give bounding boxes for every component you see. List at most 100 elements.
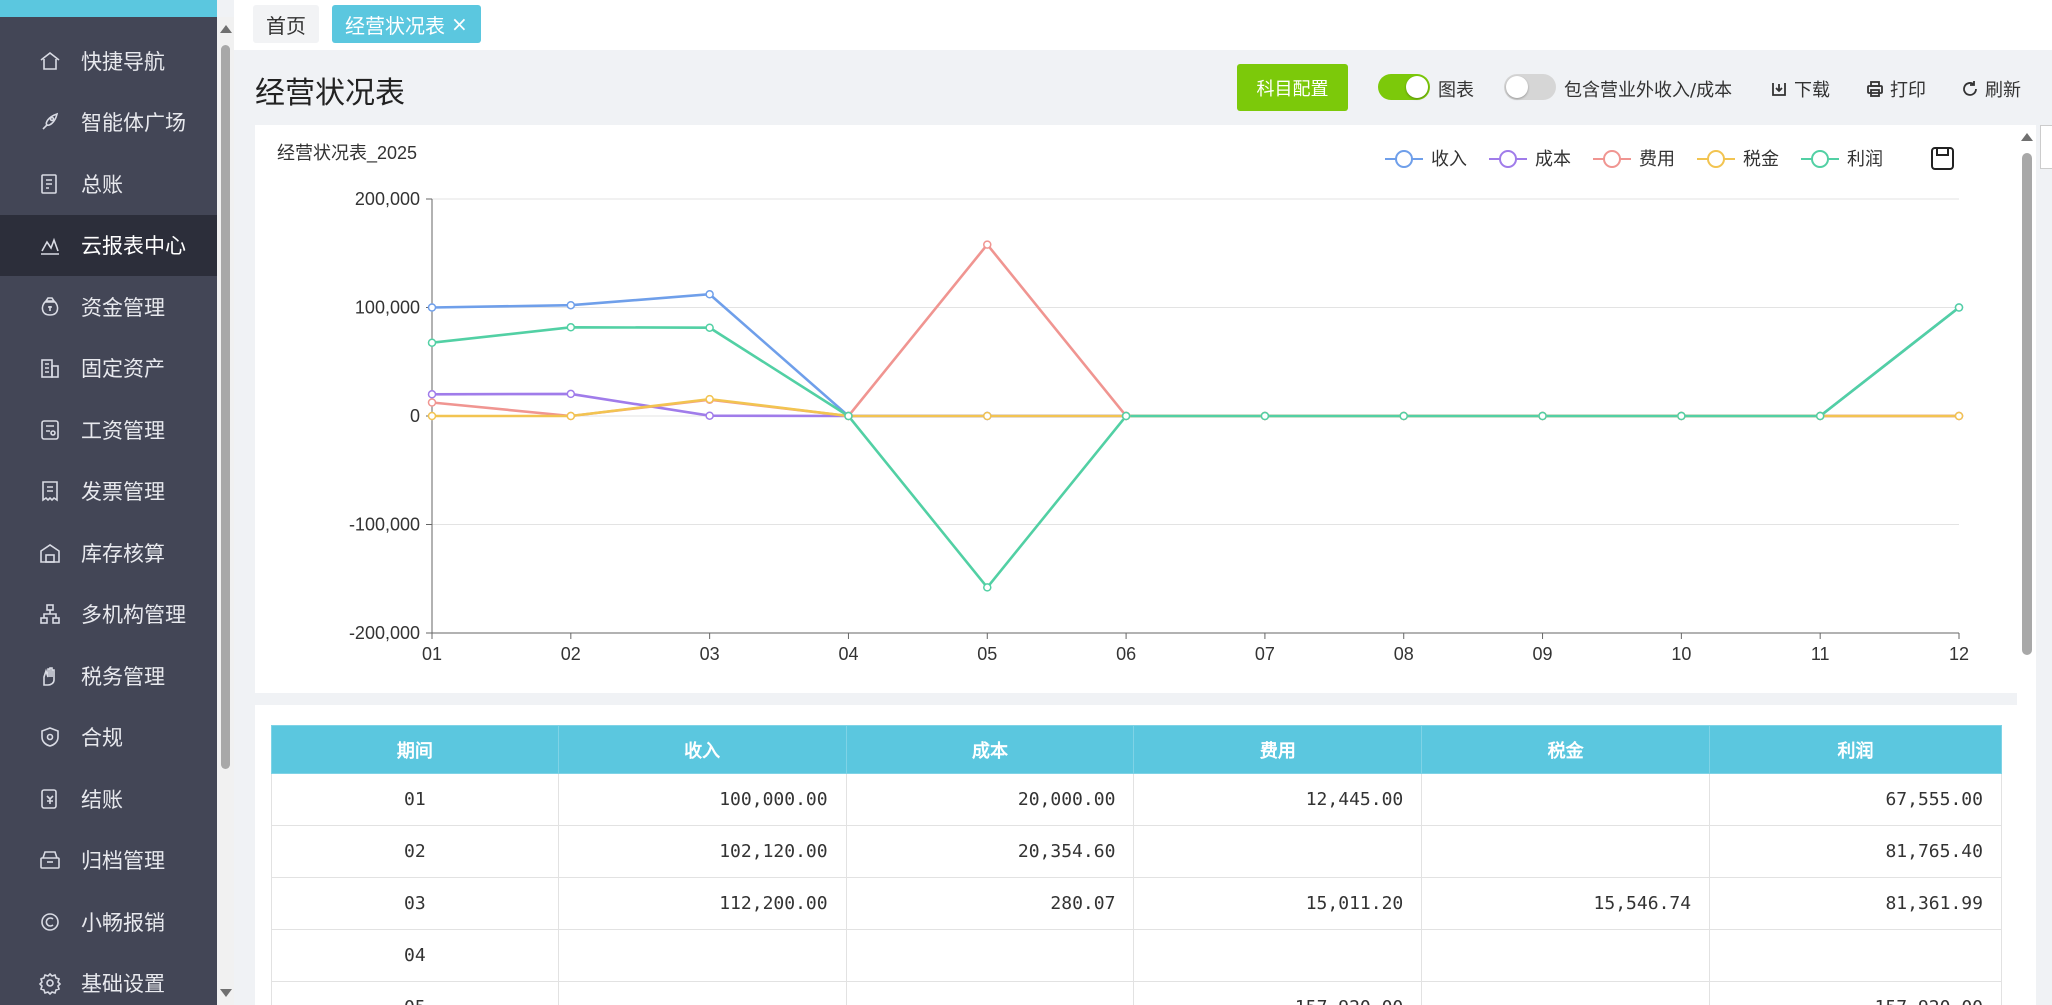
sidebar-item[interactable]: 基础设置 [0, 953, 217, 1005]
data-point [705, 394, 714, 404]
sidebar-item[interactable]: 资金管理 [0, 276, 217, 338]
table-row[interactable]: 04 [271, 929, 2002, 982]
table-cell: 67,555.00 [1709, 773, 2002, 826]
sidebar-item[interactable]: 智能体广场 [0, 92, 217, 154]
sidebar-item[interactable]: 云报表中心 [0, 214, 217, 276]
sidebar-item-label: 智能体广场 [81, 111, 186, 136]
x-tick-label: 05 [977, 644, 997, 664]
tab-current-report[interactable]: 经营状况表 × [332, 5, 481, 43]
table-header-cell[interactable]: 费用 [1133, 725, 1423, 774]
collapse-panel-handle[interactable] [2040, 125, 2052, 169]
sidebar-item[interactable]: 工资管理 [0, 399, 217, 461]
save-image-icon [1931, 147, 1954, 170]
legend-marker [1707, 150, 1725, 168]
sidebar-item-label: 工资管理 [81, 418, 165, 443]
legend-marker [1811, 150, 1829, 168]
y-tick-label: 100,000 [355, 298, 420, 318]
include-nonoperating-toggle[interactable] [1504, 74, 1556, 100]
sidebar-item-label: 固定资产 [81, 357, 165, 382]
data-point [427, 338, 437, 347]
table-row[interactable]: 02 102,120.00 20,354.60 81,765.40 [271, 825, 2002, 878]
sidebar-item[interactable]: 固定资产 [0, 338, 217, 400]
y-tick-label: -100,000 [349, 515, 420, 535]
table-cell [845, 929, 1135, 982]
table-cell: 81,765.40 [1709, 825, 2002, 878]
sidebar-item[interactable]: 税务管理 [0, 645, 217, 707]
refresh-button[interactable]: 刷新 [1961, 76, 2021, 102]
table-cell [845, 981, 1135, 1005]
legend-label: 收入 [1431, 149, 1467, 169]
tabs-bar: 首页 经营状况表 × [234, 0, 2052, 50]
series-line [431, 292, 1960, 418]
sidebar-item-label: 合规 [81, 726, 123, 751]
scroll-up-arrow[interactable] [220, 25, 232, 33]
sidebar-item[interactable]: 合规 [0, 707, 217, 769]
table-header-cell[interactable]: 利润 [1709, 725, 2002, 774]
table-header-cell[interactable]: 成本 [845, 725, 1135, 774]
sidebar-item[interactable]: 归档管理 [0, 830, 217, 892]
table-header-cell[interactable]: 收入 [557, 725, 847, 774]
archive-icon [37, 847, 63, 873]
data-point [983, 240, 992, 249]
save-image-icon-inner [1936, 148, 1949, 156]
checkout-icon [37, 786, 63, 812]
x-tick-label: 01 [422, 644, 442, 664]
table-row[interactable]: 01 100,000.00 20,000.00 12,445.00 67,555.00 [271, 773, 2002, 826]
x-tick-label: 03 [700, 644, 720, 664]
scrollbar-thumb[interactable] [2022, 153, 2032, 655]
series-line [431, 242, 1959, 418]
shield-icon [37, 724, 63, 750]
sidebar-item[interactable]: 多机构管理 [0, 584, 217, 646]
legend-label: 税金 [1743, 149, 1779, 169]
table-cell [1133, 825, 1423, 878]
chart-line-icon [37, 232, 63, 258]
sidebar-item[interactable]: 发票管理 [0, 461, 217, 523]
table-row[interactable]: 05 157,920.00 -157,920.00 [271, 981, 2002, 1005]
download-button[interactable]: 下载 [1770, 76, 1830, 102]
x-tick-label: 11 [1811, 644, 1830, 664]
building-icon [37, 355, 63, 381]
table-cell: 02 [271, 825, 559, 878]
sidebar-item[interactable]: 结账 [0, 768, 217, 830]
table-cell [1421, 929, 1711, 982]
sidebar-item[interactable]: 总账 [0, 153, 217, 215]
sidebar-item-label: 总账 [81, 172, 123, 197]
table-cell: 05 [271, 981, 559, 1005]
sidebar-item-label: 归档管理 [81, 849, 165, 874]
refresh-label: 刷新 [1985, 80, 2021, 101]
y-tick-label: -200,000 [349, 623, 420, 643]
sidebar-item[interactable]: 快捷导航 [0, 30, 217, 92]
payroll-icon [37, 417, 63, 443]
print-button[interactable]: 打印 [1866, 76, 1926, 102]
sidebar-item[interactable]: 小畅报销 [0, 891, 217, 953]
table-cell [1421, 773, 1711, 826]
sidebar-scrollbar[interactable] [217, 17, 234, 1005]
data-point [705, 411, 714, 420]
scrollbar-thumb[interactable] [221, 45, 230, 769]
chart-toggle[interactable] [1378, 74, 1430, 100]
sidebar-menu: 快捷导航智能体广场总账云报表中心资金管理固定资产工资管理发票管理 库存核算 多机构管… [0, 30, 217, 1005]
table-cell [557, 981, 847, 1005]
table-row[interactable]: 03 112,200.00 280.07 15,011.20 15,546.74 81,3… [271, 877, 2002, 930]
scroll-down-arrow[interactable] [220, 989, 232, 997]
content-scrollbar[interactable] [2017, 125, 2036, 1005]
tab-home[interactable]: 首页 [253, 5, 319, 43]
table-cell: 20,000.00 [845, 773, 1135, 826]
x-tick-label: 06 [1116, 644, 1136, 664]
reimburse-icon [37, 909, 63, 935]
sidebar-item[interactable]: 库存核算 [0, 522, 217, 584]
table-cell: 112,200.00 [557, 877, 847, 930]
chart-card: 经营状况表_2025 200,000 100,000 0 -100,000 -200,00… [255, 125, 2017, 693]
close-icon[interactable]: × [451, 12, 468, 36]
table-header-cell[interactable]: 期间 [271, 725, 559, 774]
sidebar-item-label: 云报表中心 [81, 234, 186, 259]
include-nonoperating-label: 包含营业外收入/成本 [1564, 80, 1733, 101]
tax-hand-icon [37, 663, 63, 689]
table-header-cell[interactable]: 税金 [1421, 725, 1711, 774]
scroll-up-arrow[interactable] [2021, 133, 2033, 141]
data-point [427, 390, 437, 399]
sidebar-item-label: 税务管理 [81, 664, 165, 689]
table-cell: 01 [271, 773, 559, 826]
table-cell: 20,354.60 [845, 825, 1135, 878]
subject-config-button[interactable]: 科目配置 [1237, 64, 1348, 111]
